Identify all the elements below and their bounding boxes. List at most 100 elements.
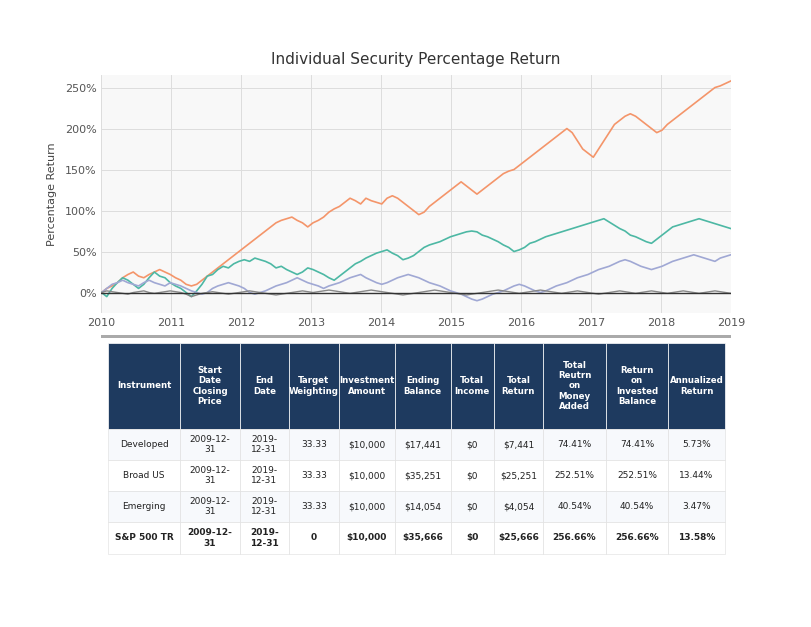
Text: $0: $0 [466,502,478,511]
Text: 74.41%: 74.41% [620,440,654,449]
FancyBboxPatch shape [338,522,394,554]
Text: Developed: Developed [119,440,168,449]
Text: Instrument: Instrument [117,381,171,391]
FancyBboxPatch shape [667,460,723,491]
Text: Start
Date
Closing
Price: Start Date Closing Price [192,366,228,406]
Text: 33.33: 33.33 [301,440,327,449]
FancyBboxPatch shape [338,429,394,460]
FancyBboxPatch shape [108,491,180,522]
Text: 2009-12-
31: 2009-12- 31 [190,466,230,485]
Text: $35,251: $35,251 [404,471,440,480]
Text: Total
Reutrn
on
Money
Added: Total Reutrn on Money Added [557,361,590,411]
FancyBboxPatch shape [289,429,338,460]
Text: $10,000: $10,000 [348,440,385,449]
FancyBboxPatch shape [180,460,239,491]
FancyBboxPatch shape [605,491,667,522]
Text: $17,441: $17,441 [404,440,440,449]
FancyBboxPatch shape [394,460,450,491]
Text: $0: $0 [466,534,478,542]
Text: Emerging: Emerging [122,502,165,511]
FancyBboxPatch shape [394,429,450,460]
Text: Total
Income: Total Income [454,376,489,396]
Text: Broad US: Broad US [123,471,165,480]
Text: Date: Date [495,346,525,359]
Text: $4,054: $4,054 [502,502,534,511]
Text: 256.66%: 256.66% [615,534,658,542]
Text: $25,666: $25,666 [497,534,539,542]
FancyBboxPatch shape [338,491,394,522]
Text: 0: 0 [311,534,316,542]
Text: $14,054: $14,054 [404,502,440,511]
FancyBboxPatch shape [289,522,338,554]
FancyBboxPatch shape [543,491,605,522]
Text: 2019-
12-31: 2019- 12-31 [251,435,277,454]
Text: 74.41%: 74.41% [556,440,591,449]
Text: 2009-12-
31: 2009-12- 31 [187,528,232,547]
FancyBboxPatch shape [450,491,493,522]
Text: 33.33: 33.33 [301,471,327,480]
FancyBboxPatch shape [180,343,239,429]
Y-axis label: Percentage Return: Percentage Return [46,142,57,246]
Text: 252.51%: 252.51% [616,471,656,480]
FancyBboxPatch shape [394,343,450,429]
FancyBboxPatch shape [180,491,239,522]
Text: S&P 500 TR: S&P 500 TR [114,534,174,542]
FancyBboxPatch shape [180,522,239,554]
FancyBboxPatch shape [493,491,543,522]
Text: 3.47%: 3.47% [681,502,710,511]
FancyBboxPatch shape [605,460,667,491]
FancyBboxPatch shape [289,343,338,429]
Text: 256.66%: 256.66% [552,534,595,542]
Text: $25,251: $25,251 [500,471,536,480]
FancyBboxPatch shape [239,522,289,554]
FancyBboxPatch shape [543,343,605,429]
FancyBboxPatch shape [108,429,180,460]
FancyBboxPatch shape [450,343,493,429]
FancyBboxPatch shape [338,343,394,429]
FancyBboxPatch shape [239,491,289,522]
FancyBboxPatch shape [667,522,723,554]
Text: $7,441: $7,441 [502,440,534,449]
Text: 33.33: 33.33 [301,502,327,511]
FancyBboxPatch shape [450,522,493,554]
FancyBboxPatch shape [667,429,723,460]
Text: 2009-12-
31: 2009-12- 31 [190,497,230,517]
FancyBboxPatch shape [450,429,493,460]
FancyBboxPatch shape [543,429,605,460]
Text: Investment
Amount: Investment Amount [338,376,394,396]
Text: $0: $0 [466,471,478,480]
FancyBboxPatch shape [493,460,543,491]
Text: 2009-12-
31: 2009-12- 31 [190,435,230,454]
Text: $35,666: $35,666 [401,534,443,542]
FancyBboxPatch shape [667,491,723,522]
FancyBboxPatch shape [239,343,289,429]
Legend: Dev, Brd, Em, S&P 500 TR: Dev, Brd, Em, S&P 500 TR [196,341,447,360]
Text: Total
Return: Total Return [501,376,534,396]
FancyBboxPatch shape [605,522,667,554]
Text: $10,000: $10,000 [348,471,385,480]
Text: End
Date: End Date [253,376,276,396]
Text: Annualized
Return: Annualized Return [669,376,723,396]
Text: 252.51%: 252.51% [554,471,594,480]
FancyBboxPatch shape [180,429,239,460]
Text: 2019-
12-31: 2019- 12-31 [250,528,278,547]
Text: Return
on
Invested
Balance: Return on Invested Balance [616,366,658,406]
FancyBboxPatch shape [493,522,543,554]
FancyBboxPatch shape [108,522,180,554]
FancyBboxPatch shape [493,343,543,429]
Text: $10,000: $10,000 [348,502,385,511]
FancyBboxPatch shape [289,491,338,522]
FancyBboxPatch shape [394,491,450,522]
Text: 2019-
12-31: 2019- 12-31 [251,466,277,485]
FancyBboxPatch shape [543,522,605,554]
Title: Individual Security Percentage Return: Individual Security Percentage Return [271,52,560,67]
Text: 40.54%: 40.54% [556,502,591,511]
FancyBboxPatch shape [289,460,338,491]
FancyBboxPatch shape [394,522,450,554]
FancyBboxPatch shape [605,429,667,460]
Text: Target
Weighting: Target Weighting [289,376,338,396]
Text: $10,000: $10,000 [346,534,386,542]
FancyBboxPatch shape [108,460,180,491]
FancyBboxPatch shape [108,343,180,429]
FancyBboxPatch shape [450,460,493,491]
